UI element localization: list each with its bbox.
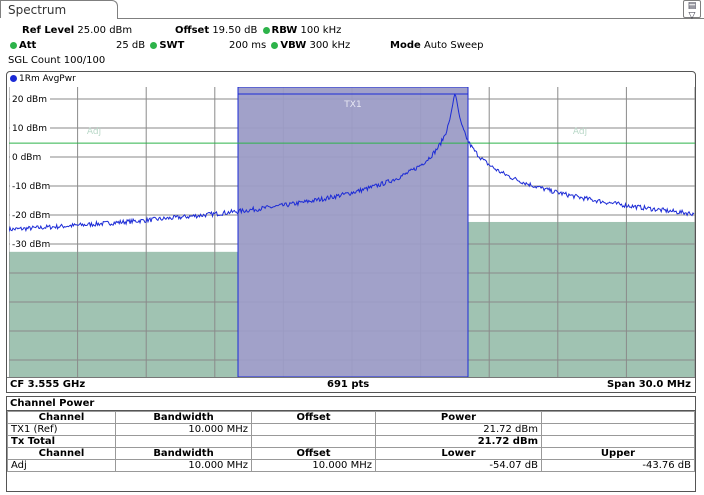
cell-channel: Tx Total bbox=[7, 435, 116, 448]
col-bandwidth: Bandwidth bbox=[115, 447, 252, 460]
cell-power: 21.72 dBm bbox=[375, 423, 542, 436]
tab-spectrum[interactable]: Spectrum bbox=[0, 0, 118, 18]
y-tick-label: 0 dBm bbox=[12, 153, 41, 163]
table-row: Tx Total 21.72 dBm bbox=[7, 435, 695, 448]
att-coupled-icon bbox=[10, 41, 17, 49]
table-row: Adj 10.000 MHz 10.000 MHz -54.07 dB -43.… bbox=[7, 459, 695, 472]
col-power: Power bbox=[375, 411, 542, 424]
rbw-label: RBW bbox=[271, 25, 298, 36]
rbw-coupled-icon bbox=[262, 26, 270, 34]
results-table: Channel Bandwidth Offset Power TX1 (Ref)… bbox=[7, 411, 695, 472]
vbw-field: 200 ms VBW 300 kHz bbox=[229, 40, 350, 52]
span-value: Span 30.0 MHz bbox=[606, 379, 691, 390]
table-title: Channel Power bbox=[7, 397, 695, 411]
vbw-value: 300 kHz bbox=[309, 40, 351, 51]
cell-bandwidth bbox=[115, 435, 252, 448]
vbw-coupled-icon bbox=[271, 41, 279, 49]
y-tick-label: 20 dBm bbox=[12, 95, 47, 105]
cell-lower: -54.07 dB bbox=[375, 459, 542, 472]
col-channel: Channel bbox=[7, 411, 116, 424]
swt-label: SWT bbox=[159, 40, 185, 51]
mode-field: Mode Auto Sweep bbox=[390, 40, 484, 52]
window-menu-icon[interactable]: ▤ ▽ bbox=[683, 0, 701, 21]
y-tick-label-bg bbox=[10, 94, 50, 104]
swt-coupled-icon bbox=[150, 41, 158, 49]
channel-power-table: Channel Power Channel Bandwidth Offset P… bbox=[6, 396, 696, 492]
cell-extra bbox=[541, 435, 695, 448]
tab-label: Spectrum bbox=[8, 3, 67, 17]
rbw-value: 100 kHz bbox=[300, 25, 342, 36]
cell-channel: TX1 (Ref) bbox=[7, 423, 116, 436]
trace-dot-icon bbox=[10, 75, 17, 82]
att-field: Att bbox=[8, 40, 36, 52]
att-value: 25 dB bbox=[116, 40, 146, 51]
cell-bandwidth: 10.000 MHz bbox=[115, 459, 252, 472]
y-tick-label-bg bbox=[10, 152, 50, 162]
tab-divider bbox=[117, 18, 704, 19]
adj-upper-area bbox=[468, 221, 695, 377]
y-tick-label: -10 dBm bbox=[12, 182, 50, 192]
diagram-footer: CF 3.555 GHz 691 pts Span 30.0 MHz bbox=[7, 377, 695, 392]
offset-label: Offset bbox=[175, 25, 210, 36]
tx1-channel-area bbox=[237, 87, 469, 377]
y-tick-label: -20 dBm bbox=[12, 211, 50, 221]
cell-offset: 10.000 MHz bbox=[251, 459, 376, 472]
cell-power: 21.72 dBm bbox=[375, 435, 542, 448]
col-channel: Channel bbox=[7, 447, 116, 460]
trace-label: 1Rm AvgPwr bbox=[10, 73, 76, 85]
cell-channel: Adj bbox=[7, 459, 116, 472]
center-frequency: CF 3.555 GHz bbox=[10, 379, 86, 390]
y-tick-label-bg bbox=[10, 210, 50, 220]
points-count: 691 pts bbox=[327, 379, 370, 390]
mode-value: Auto Sweep bbox=[423, 40, 484, 51]
att-label: Att bbox=[19, 40, 37, 51]
cell-extra bbox=[541, 423, 695, 436]
col-empty bbox=[541, 411, 695, 424]
y-tick-label: 10 dBm bbox=[12, 124, 47, 134]
spectrum-plot[interactable]: 20 dBm 10 dBm 0 dBm -10 dBm -20 dBm -30 dBm T… bbox=[9, 87, 695, 377]
mode-label: Mode bbox=[390, 40, 421, 51]
col-bandwidth: Bandwidth bbox=[115, 411, 252, 424]
col-lower: Lower bbox=[375, 447, 542, 460]
cell-upper: -43.76 dB bbox=[541, 459, 695, 472]
offset-field: Offset 19.50 dB RBW 100 kHz bbox=[175, 25, 341, 37]
cell-bandwidth: 10.000 MHz bbox=[115, 423, 252, 436]
ref-level-value: 25.00 dBm bbox=[77, 25, 133, 36]
att-swt-field: 25 dB SWT bbox=[116, 40, 184, 52]
vbw-label: VBW bbox=[280, 40, 307, 51]
y-tick-label-bg bbox=[10, 181, 50, 191]
spectrum-diagram[interactable]: 1Rm AvgPwr 20 dBm 10 dBm 0 dBm -10 dBm -20 d… bbox=[6, 71, 696, 393]
y-tick-label: -30 dBm bbox=[12, 240, 50, 250]
table-header-row: Channel Bandwidth Offset Lower Upper bbox=[7, 447, 695, 460]
col-upper: Upper bbox=[541, 447, 695, 460]
sgl-count: SGL Count 100/100 bbox=[8, 55, 106, 66]
adj-upper-label: Adj bbox=[573, 127, 587, 137]
cell-offset bbox=[251, 423, 376, 436]
adj-lower-area bbox=[9, 251, 238, 377]
swt-value: 200 ms bbox=[229, 40, 267, 51]
adj-lower-label: Adj bbox=[87, 127, 101, 137]
col-offset: Offset bbox=[251, 411, 376, 424]
col-offset: Offset bbox=[251, 447, 376, 460]
offset-value: 19.50 dB bbox=[212, 25, 258, 36]
table-header-row: Channel Bandwidth Offset Power bbox=[7, 411, 695, 424]
table-row: TX1 (Ref) 10.000 MHz 21.72 dBm bbox=[7, 423, 695, 436]
header-row-1: Ref Level 25.00 dBm bbox=[22, 25, 132, 37]
trace-label-text: 1Rm AvgPwr bbox=[19, 74, 76, 84]
tx1-label: TX1 bbox=[343, 100, 361, 110]
cell-offset bbox=[251, 435, 376, 448]
ref-level-label: Ref Level bbox=[22, 25, 75, 36]
y-tick-label-bg bbox=[10, 239, 50, 249]
y-tick-label-bg bbox=[10, 123, 50, 133]
trace-line bbox=[9, 93, 695, 233]
